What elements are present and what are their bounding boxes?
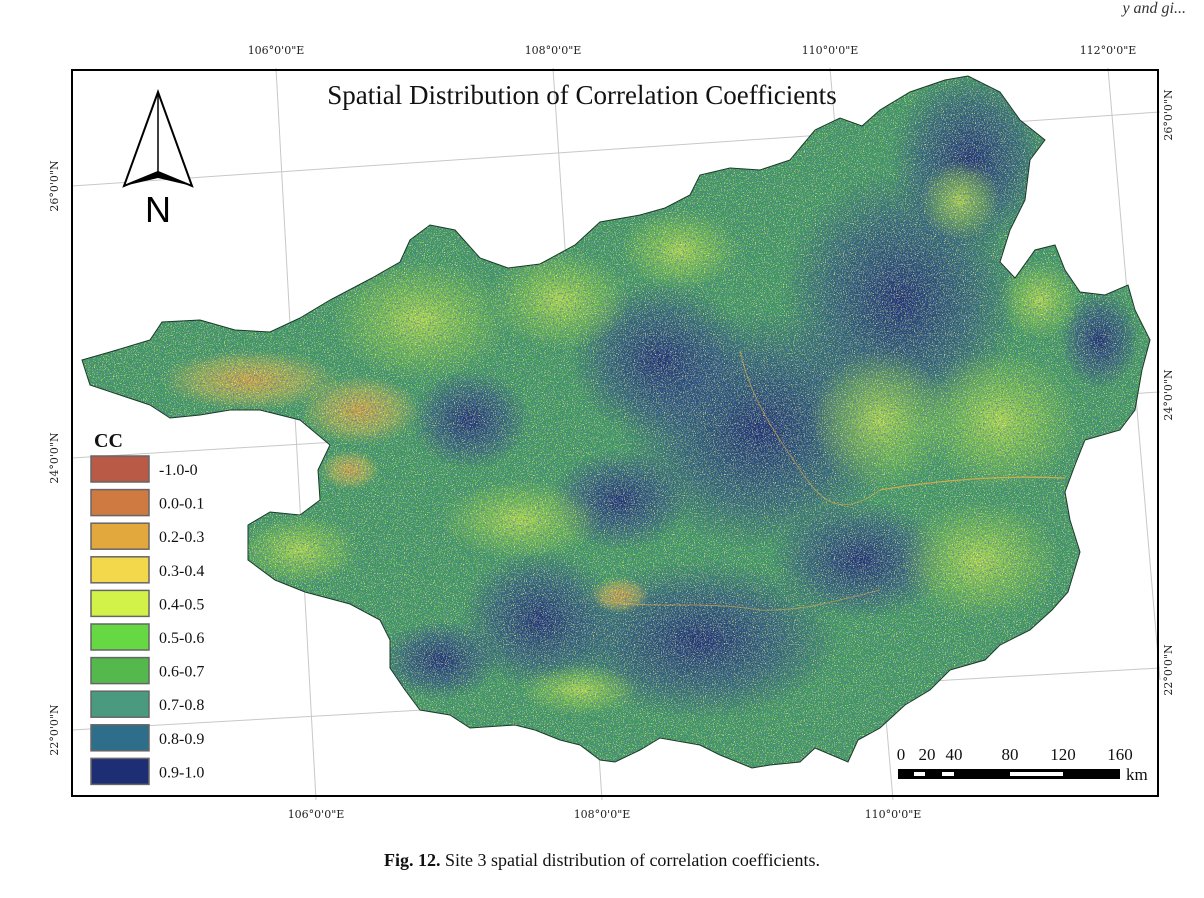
- legend-swatch: [90, 724, 150, 752]
- figure-label: Fig. 12.: [383, 850, 441, 870]
- correlation-raster: [82, 76, 1150, 768]
- legend-swatch: [90, 522, 150, 550]
- legend-label: 0.7-0.8: [159, 697, 204, 714]
- legend-label: 0.3-0.4: [159, 563, 204, 580]
- legend-label: 0.0-0.1: [159, 496, 204, 513]
- left-lat-label: 22°0'0"N: [48, 704, 61, 756]
- figure-caption: Fig. 12. Site 3 spatial distribution of …: [0, 850, 1204, 871]
- left-lat-label: 24°0'0"N: [48, 432, 61, 484]
- top-lon-label: 106°0'0"E: [248, 44, 305, 57]
- bottom-lon-label: 110°0'0"E: [865, 808, 922, 821]
- scale-tick: 40: [946, 745, 963, 764]
- scale-tick: 80: [1002, 745, 1019, 764]
- legend-swatch: [90, 757, 150, 786]
- legend-swatch: [90, 690, 150, 718]
- region-outline: [81, 75, 1151, 769]
- legend-label: 0.6-0.7: [159, 664, 204, 681]
- legend: CC -1.0-0 0.0-0.1 0.2-0.3 0.3-0.4 0.4-0.5 0.5…: [90, 430, 204, 786]
- right-lat-label: 26°0'0"N: [1162, 89, 1175, 141]
- scale-unit: km: [1126, 765, 1148, 784]
- legend-swatch: [90, 488, 150, 517]
- bottom-lon-label: 108°0'0"E: [574, 808, 631, 821]
- map-frame: [71, 69, 1159, 797]
- legend-swatch: [90, 455, 150, 483]
- left-lat-label: 26°0'0"N: [48, 160, 61, 212]
- scale-tick: 160: [1107, 745, 1133, 764]
- right-lat-label: 22°0'0"N: [1162, 644, 1175, 696]
- legend-label: 0.9-1.0: [159, 764, 204, 781]
- scale-bar: 0 20 40 80 120 160 km: [897, 745, 1148, 784]
- legend-label: 0.8-0.9: [159, 731, 204, 748]
- map-title: Spatial Distribution of Correlation Coef…: [327, 80, 836, 110]
- caption-text: Site 3 spatial distribution of correlati…: [444, 850, 821, 870]
- scale-tick: 120: [1050, 745, 1076, 764]
- legend-swatch: [90, 556, 150, 584]
- legend-label: -1.0-0: [159, 462, 198, 479]
- top-lon-label: 110°0'0"E: [802, 44, 859, 57]
- legend-swatch: [90, 589, 150, 618]
- legend-title: CC: [94, 430, 123, 452]
- right-latitude-labels: 26°0'0"N 24°0'0"N 22°0'0"N: [1162, 89, 1175, 696]
- north-arrow: N: [122, 89, 194, 230]
- legend-label: 0.5-0.6: [159, 630, 204, 647]
- right-lat-label: 24°0'0"N: [1162, 369, 1175, 421]
- legend-swatch: [90, 656, 150, 685]
- north-label: N: [145, 189, 171, 230]
- scale-tick: 0: [897, 745, 906, 764]
- map-figure: Spatial Distribution of Correlation Coef…: [48, 44, 1175, 821]
- legend-label: 0.4-0.5: [159, 596, 204, 613]
- legend-swatch: [90, 623, 150, 651]
- top-longitude-labels: 106°0'0"E 108°0'0"E 110°0'0"E 112°0'0"E: [248, 44, 1137, 57]
- running-header: y and gi...: [1122, 0, 1186, 17]
- scale-tick: 20: [919, 745, 936, 764]
- left-latitude-labels: 26°0'0"N 24°0'0"N 22°0'0"N: [48, 160, 61, 756]
- legend-label: 0.2-0.3: [159, 529, 204, 546]
- top-lon-label: 108°0'0"E: [525, 44, 582, 57]
- bottom-longitude-labels: 106°0'0"E 108°0'0"E 110°0'0"E: [288, 808, 922, 821]
- bottom-lon-label: 106°0'0"E: [288, 808, 345, 821]
- top-lon-label: 112°0'0"E: [1080, 44, 1137, 57]
